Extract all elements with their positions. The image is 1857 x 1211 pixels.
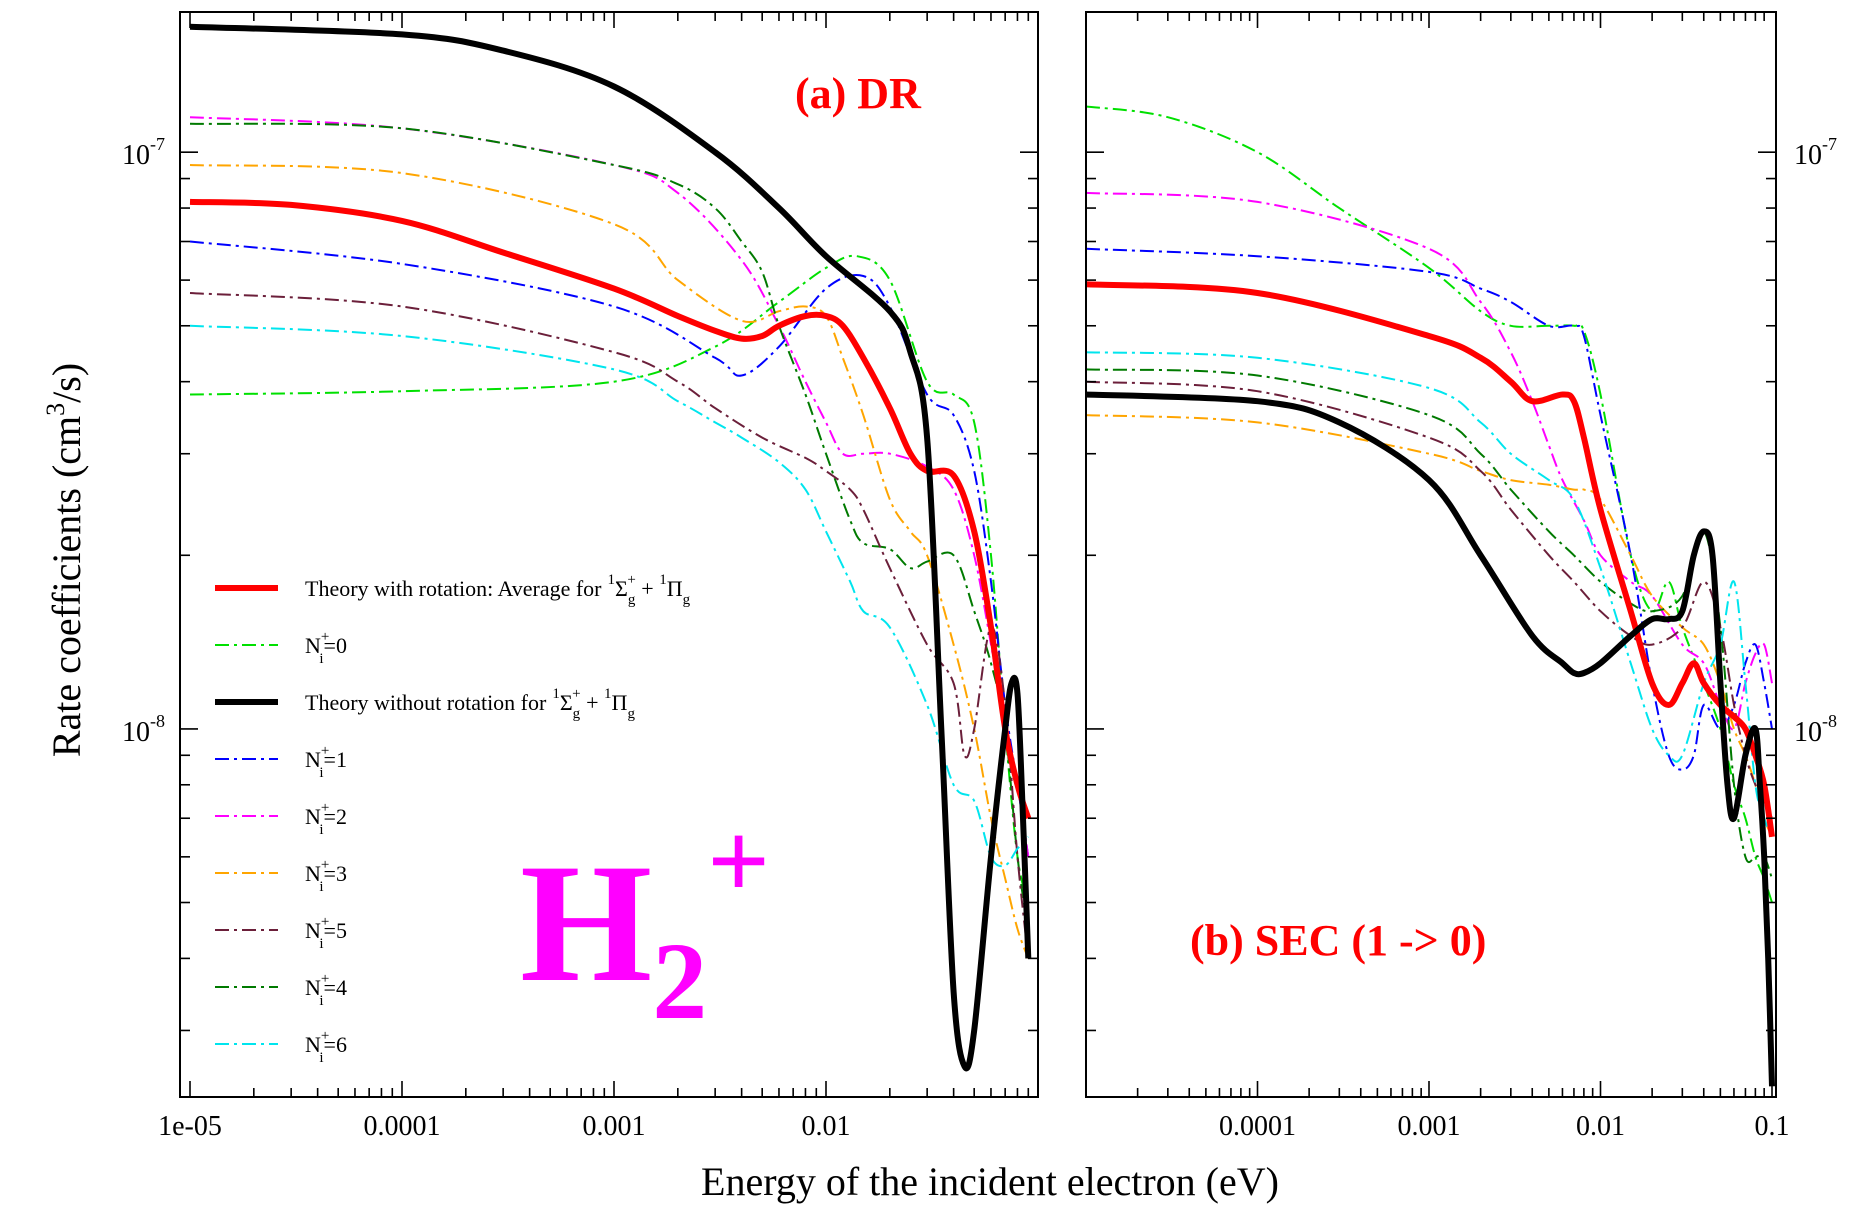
legend-label-n6: N+ i=6 — [305, 1028, 347, 1066]
dr-series-n2 — [189, 116, 1030, 857]
legend-label-norot: Theory without rotation for 1Σg+ + 1Πg — [305, 686, 635, 722]
panel-sec-curves — [1086, 105, 1775, 1087]
y-axis-title: Rate coefficients (cm3/s) — [41, 363, 89, 757]
dr-series-avg — [189, 198, 1032, 820]
dr-x-tick-label: 0.001 — [583, 1111, 646, 1142]
dr-y-tick-label: 10-8 — [122, 711, 165, 748]
sec-x-tick-label: 0.0001 — [1219, 1111, 1296, 1142]
legend-label-n0: N+ i=0 — [305, 629, 347, 667]
sec-series-n5 — [1086, 380, 1773, 819]
dr-series-n6 — [189, 324, 1030, 868]
sec-series-norot — [1086, 391, 1775, 1087]
dr-x-tick-label: 0.0001 — [364, 1111, 441, 1142]
molecule-label-subscript: 2 — [652, 920, 707, 1042]
x-axis-title: Energy of the incident electron (eV) — [701, 1159, 1279, 1204]
sec-series-avg — [1086, 281, 1775, 838]
molecule-label-base: H — [520, 829, 652, 1017]
dr-series-n4 — [189, 122, 1030, 930]
panel-dr-title: (a) DR — [795, 69, 922, 118]
legend-label-n3: N+ i=3 — [305, 857, 347, 895]
legend-label-n2: N+ i=2 — [305, 800, 347, 838]
dr-y-tick-label: 10-7 — [122, 134, 165, 171]
sec-series-n2 — [1086, 191, 1773, 731]
panel-sec: 0.0001 0.001 0.01 0.1 10-7 10-8 (b) SEC (1 ->… — [1085, 11, 1837, 1142]
panel-sec-title: (b) SEC (1 -> 0) — [1190, 916, 1486, 965]
molecule-label: H2+ — [520, 800, 770, 1042]
legend: Theory with rotation: Average for 1Σg+ + … — [215, 572, 691, 1066]
sec-x-tick-label: 0.01 — [1576, 1111, 1625, 1142]
dr-x-tick-label: 1e-05 — [158, 1111, 222, 1142]
sec-series-n0 — [1086, 105, 1773, 903]
panel-dr: 1e-05 0.0001 0.001 0.01 10-7 10-8 (a) DR — [122, 11, 1039, 1142]
sec-x-tick-label: 0.1 — [1755, 1111, 1790, 1142]
dr-series-norot — [189, 23, 1032, 1072]
sec-series-n4 — [1086, 368, 1773, 879]
dr-x-tick-label: 0.01 — [802, 1111, 851, 1142]
y-axis-title-main: Rate coefficients (cm — [44, 416, 89, 757]
sec-series-n6 — [1086, 351, 1773, 838]
dr-series-n3 — [189, 164, 1030, 959]
panel-dr-curves — [189, 23, 1032, 1072]
sec-y-tick-label: 10-8 — [1794, 711, 1837, 748]
y-axis-title-superscript: 3 — [41, 403, 70, 416]
dr-series-n5 — [189, 292, 1030, 959]
molecule-label-superscript: + — [707, 800, 770, 922]
panel-sec-ticks: 0.0001 0.001 0.01 0.1 10-7 10-8 — [1085, 12, 1837, 1142]
dr-series-n1 — [189, 240, 1030, 857]
legend-label-n5: N+ i=5 — [305, 914, 347, 952]
sec-y-tick-label: 10-7 — [1794, 134, 1837, 171]
legend-label-n4: N+ i=4 — [305, 971, 347, 1009]
legend-label-avg: Theory with rotation: Average for 1Σg+ + … — [305, 572, 691, 608]
y-axis-title-unit: /s) — [44, 363, 89, 403]
panel-dr-ticks: 1e-05 0.0001 0.001 0.01 10-7 10-8 — [122, 12, 1039, 1142]
legend-label-n1: N+ i=1 — [305, 743, 347, 781]
sec-series-n1 — [1086, 247, 1773, 771]
sec-x-tick-label: 0.001 — [1398, 1111, 1461, 1142]
